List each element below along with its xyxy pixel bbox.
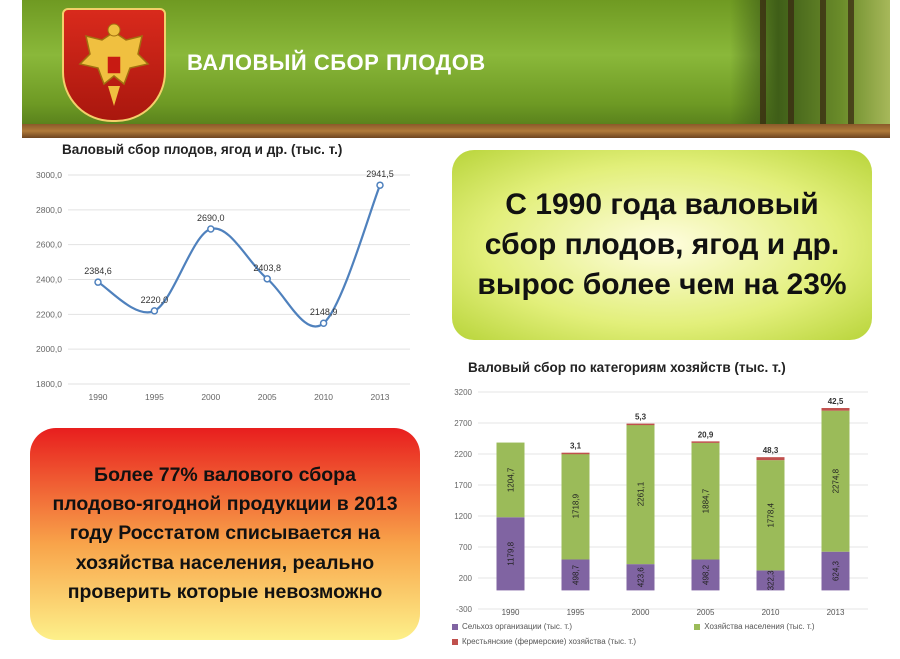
- y-tick-label: 2600,0: [36, 240, 62, 250]
- bar-chart-title: Валовый сбор по категориям хозяйств (тыс…: [468, 360, 786, 375]
- data-label: 2384,6: [84, 266, 112, 276]
- bar-segment: [496, 517, 525, 591]
- warning-callout-text: Более 77% валового сбора плодово-ягодной…: [52, 463, 398, 603]
- bar-segment: [821, 410, 850, 552]
- x-tick-label: 2005: [697, 608, 715, 617]
- page-title: ВАЛОВЫЙ СБОР ПЛОДОВ: [187, 50, 486, 75]
- y-tick-label: 2400,0: [36, 275, 62, 285]
- bar-segment: [561, 559, 590, 591]
- data-label: 1884,7: [702, 488, 711, 513]
- x-tick-label: 2005: [258, 392, 277, 402]
- x-tick-label: 1995: [567, 608, 585, 617]
- legend-swatch: [452, 623, 458, 630]
- x-tick-label: 1995: [145, 392, 164, 402]
- y-tick-label: 200: [459, 574, 473, 583]
- data-label: 42,5: [828, 397, 844, 406]
- data-point: [207, 225, 215, 233]
- data-label: 498,2: [702, 564, 711, 585]
- bar-segment: [626, 423, 655, 565]
- y-tick-label: 2700: [454, 419, 472, 428]
- data-label: 2274,8: [832, 468, 841, 493]
- bar-segment: [756, 457, 785, 461]
- x-tick-label: 2000: [201, 392, 220, 402]
- y-tick-label: 2200: [454, 450, 472, 459]
- header-banner: ВАЛОВЫЙ СБОР ПЛОДОВ: [22, 0, 890, 138]
- data-label: 2148,9: [310, 307, 338, 317]
- data-label: 423,6: [637, 567, 646, 588]
- legend-swatch: [694, 623, 701, 630]
- bar-segment: [821, 551, 850, 591]
- y-tick-label: 2800,0: [36, 205, 62, 215]
- data-label: 1718,9: [572, 493, 581, 518]
- bar-segment: [691, 559, 720, 591]
- y-tick-label: 700: [459, 543, 473, 552]
- line-chart-title: Валовый сбор плодов, ягод и др. (тыс. т.…: [62, 142, 343, 157]
- legend-row-1: Сельхоз организации (тыс. т.) Хозяйства …: [452, 622, 815, 631]
- bar-segment: [561, 452, 590, 455]
- y-tick-label: -300: [456, 605, 473, 614]
- y-tick-label: 1800,0: [36, 379, 62, 389]
- warning-callout: Более 77% валового сбора плодово-ягодной…: [30, 428, 420, 640]
- data-point: [319, 319, 328, 327]
- growth-callout: С 1990 года валовый сбор плодов, ягод и …: [452, 150, 872, 340]
- x-tick-label: 2000: [632, 608, 650, 617]
- data-label: 1778,4: [767, 503, 776, 528]
- data-label: 1179,8: [507, 541, 516, 565]
- bar-segment: [496, 442, 525, 518]
- y-tick-label: 2200,0: [36, 309, 62, 319]
- bar-segment: [626, 423, 655, 426]
- data-label: 3,1: [570, 442, 582, 451]
- x-tick-label: 1990: [502, 608, 520, 617]
- y-tick-label: 1700: [454, 481, 472, 490]
- bar-segment: [821, 408, 850, 411]
- stacked-bar-chart: 3200 2700 2200 1700 1200 700 200 -300 1179,8 1204…: [454, 388, 868, 617]
- legend-item-households: Хозяйства населения (тыс. т.): [694, 622, 815, 631]
- y-tick-label: 3200: [454, 388, 472, 397]
- legend-item-farms: Крестьянские (фермерские) хозяйства (тыс…: [452, 637, 636, 646]
- bar-segment: [561, 452, 590, 560]
- bar-segment: [756, 460, 785, 571]
- data-label: 20,9: [698, 430, 714, 439]
- x-tick-label: 1990: [89, 392, 108, 402]
- x-tick-label: 2013: [371, 392, 390, 402]
- series-line: [97, 184, 382, 328]
- data-label: 2403,8: [253, 263, 281, 273]
- x-tick-label: 2010: [314, 392, 333, 402]
- banner-divider: [22, 124, 890, 138]
- y-tick-label: 1200: [454, 512, 472, 521]
- data-point: [94, 278, 102, 286]
- growth-callout-text: С 1990 года валовый сбор плодов, ягод и …: [477, 188, 847, 301]
- data-label: 2690,0: [197, 213, 225, 223]
- data-label: 2941,5: [366, 169, 394, 179]
- data-point: [263, 275, 271, 283]
- bar-segment: [626, 564, 655, 591]
- data-point: [150, 307, 159, 315]
- data-label: 5,3: [635, 413, 647, 422]
- line-chart: 3000,0 2800,0 2600,0 2400,0 2200,0 2000,0 1800…: [36, 169, 410, 402]
- data-point: [376, 181, 384, 189]
- data-label: 2220,0: [141, 295, 169, 305]
- data-label: 624,3: [832, 560, 841, 581]
- x-tick-label: 2010: [762, 608, 780, 617]
- data-label: 2261,1: [637, 481, 646, 506]
- data-label: 1204,7: [507, 467, 516, 492]
- x-tick-label: 2013: [827, 608, 845, 617]
- data-label: 498,7: [572, 564, 581, 585]
- data-label: 48,3: [763, 446, 779, 455]
- y-tick-label: 2000,0: [36, 344, 62, 354]
- bar-segment: [691, 442, 720, 560]
- legend-item-agri-orgs: Сельхоз организации (тыс. т.): [452, 622, 572, 631]
- coat-of-arms-icon: [62, 8, 166, 122]
- legend-row-2: Крестьянские (фермерские) хозяйства (тыс…: [452, 637, 636, 646]
- y-tick-label: 3000,0: [36, 170, 62, 180]
- data-label: 322,3: [767, 570, 776, 591]
- forest-image: [730, 0, 890, 124]
- bar-segment: [756, 570, 785, 591]
- bar-segment: [691, 441, 720, 443]
- legend-swatch: [452, 638, 458, 645]
